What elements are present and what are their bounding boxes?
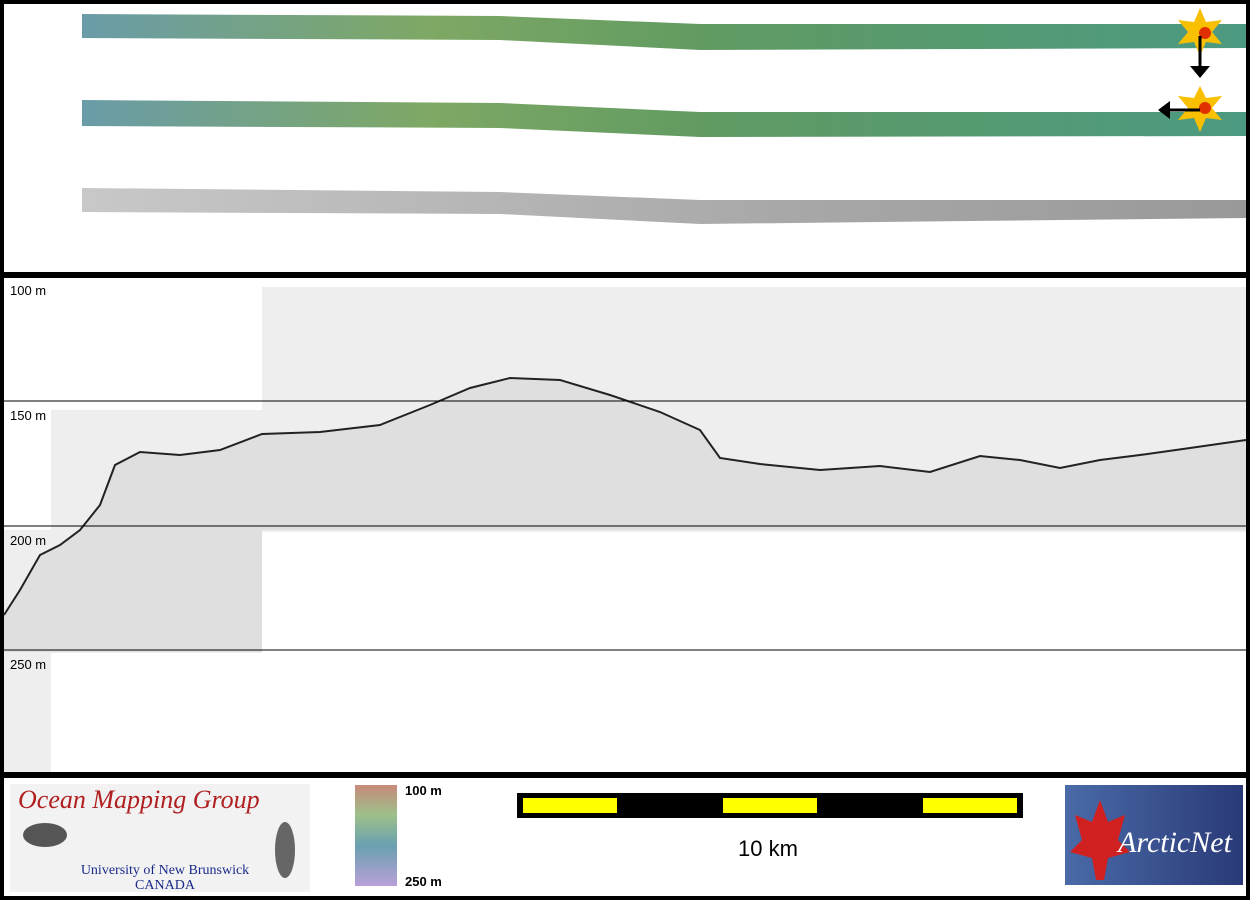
seafloor-trace [3, 376, 1247, 616]
depth-label: 100 m [10, 283, 46, 298]
bathymetry-swath [82, 14, 1246, 50]
position-marker [1158, 8, 1222, 132]
logo-graphic [23, 823, 67, 847]
logo-text: CANADA [135, 878, 196, 893]
logo-title: ArcticNet [1116, 826, 1233, 859]
water-column [4, 378, 1246, 652]
colorbar [355, 785, 397, 886]
depth-label: 200 m [10, 533, 46, 548]
scale-segment [923, 798, 1017, 813]
logo-text: University of New Brunswick [81, 863, 249, 878]
maple-leaf [1070, 800, 1130, 880]
colorbar-label: 250 m [405, 874, 442, 889]
scale-segment [523, 798, 617, 813]
depth-label: 150 m [10, 408, 46, 423]
scale-label: 10 km [738, 836, 798, 861]
logo-graphic [275, 822, 295, 878]
bathymetry-swath [82, 100, 1246, 137]
colorbar-label: 100 m [405, 783, 442, 798]
scale-segment [723, 798, 817, 813]
sidescan-swath [82, 188, 1246, 224]
logo-title: Ocean Mapping Group [18, 785, 260, 814]
depth-label: 250 m [10, 657, 46, 672]
